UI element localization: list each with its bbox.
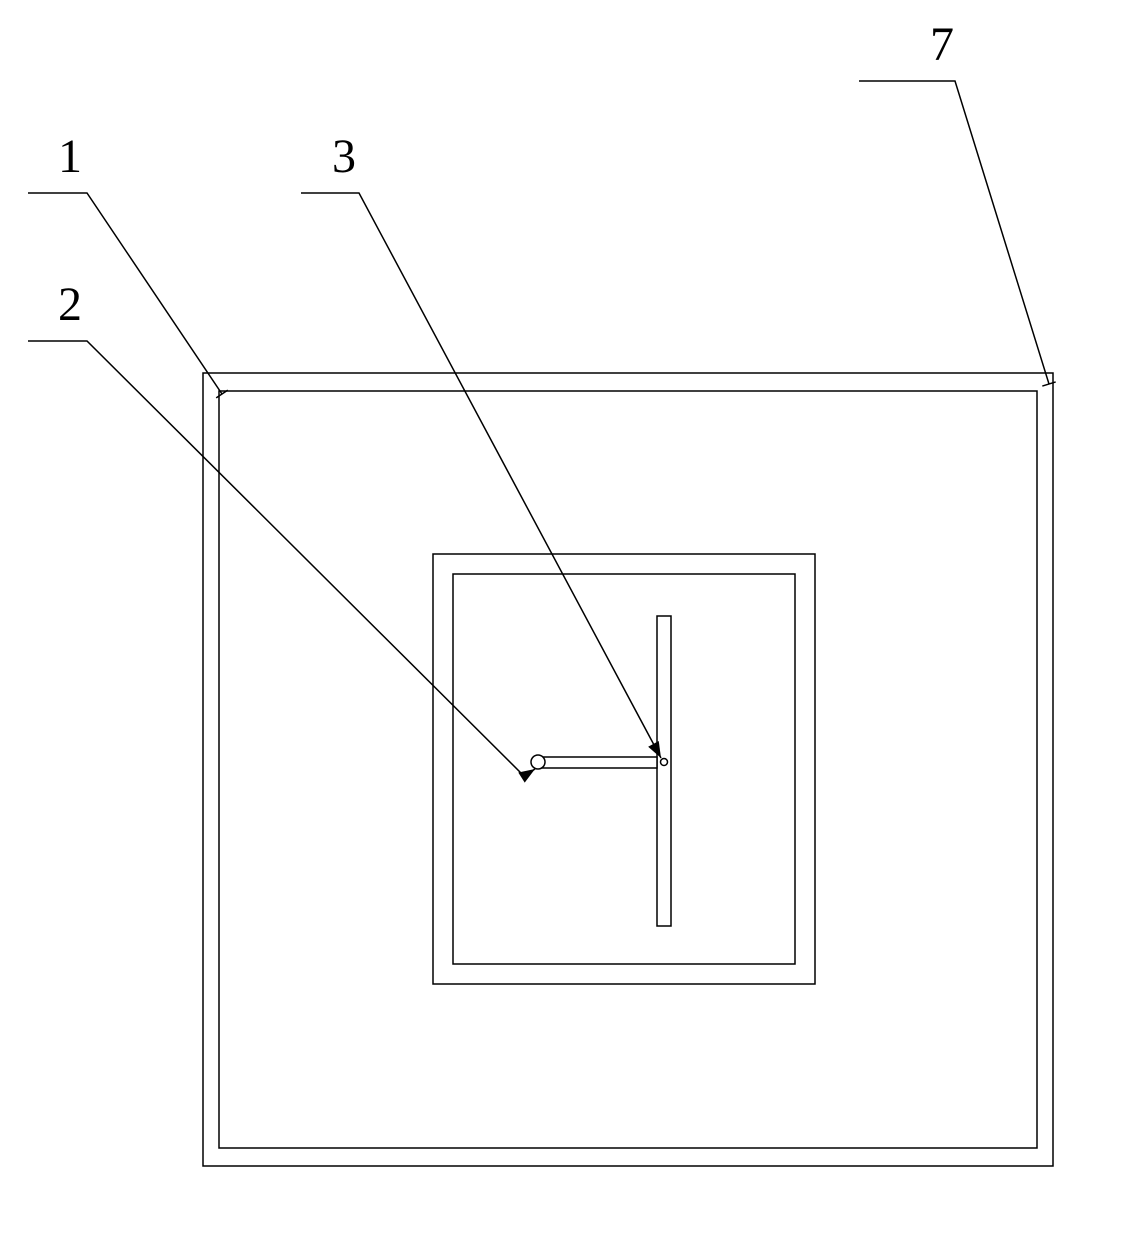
label-1: 1: [58, 130, 82, 183]
outer-rect: [203, 373, 1053, 1166]
leader-line-2: [28, 341, 535, 776]
leader-arrow-2: [518, 769, 535, 783]
technical-diagram: 7 1 3 2: [0, 0, 1125, 1234]
label-3: 3: [332, 130, 356, 183]
leader-line-7: [859, 81, 1049, 384]
center-inner-rect: [453, 574, 795, 964]
leader-arrow-3: [648, 741, 661, 758]
leader-line-3: [301, 193, 661, 758]
label-2: 2: [58, 278, 82, 331]
center-outer-rect: [433, 554, 815, 984]
pivot-circle: [661, 759, 668, 766]
outer-rect-inner-line: [219, 391, 1037, 1148]
horizontal-bar: [542, 757, 657, 768]
vertical-bar: [657, 616, 671, 926]
label-7: 7: [930, 18, 954, 71]
end-circle: [531, 755, 545, 769]
